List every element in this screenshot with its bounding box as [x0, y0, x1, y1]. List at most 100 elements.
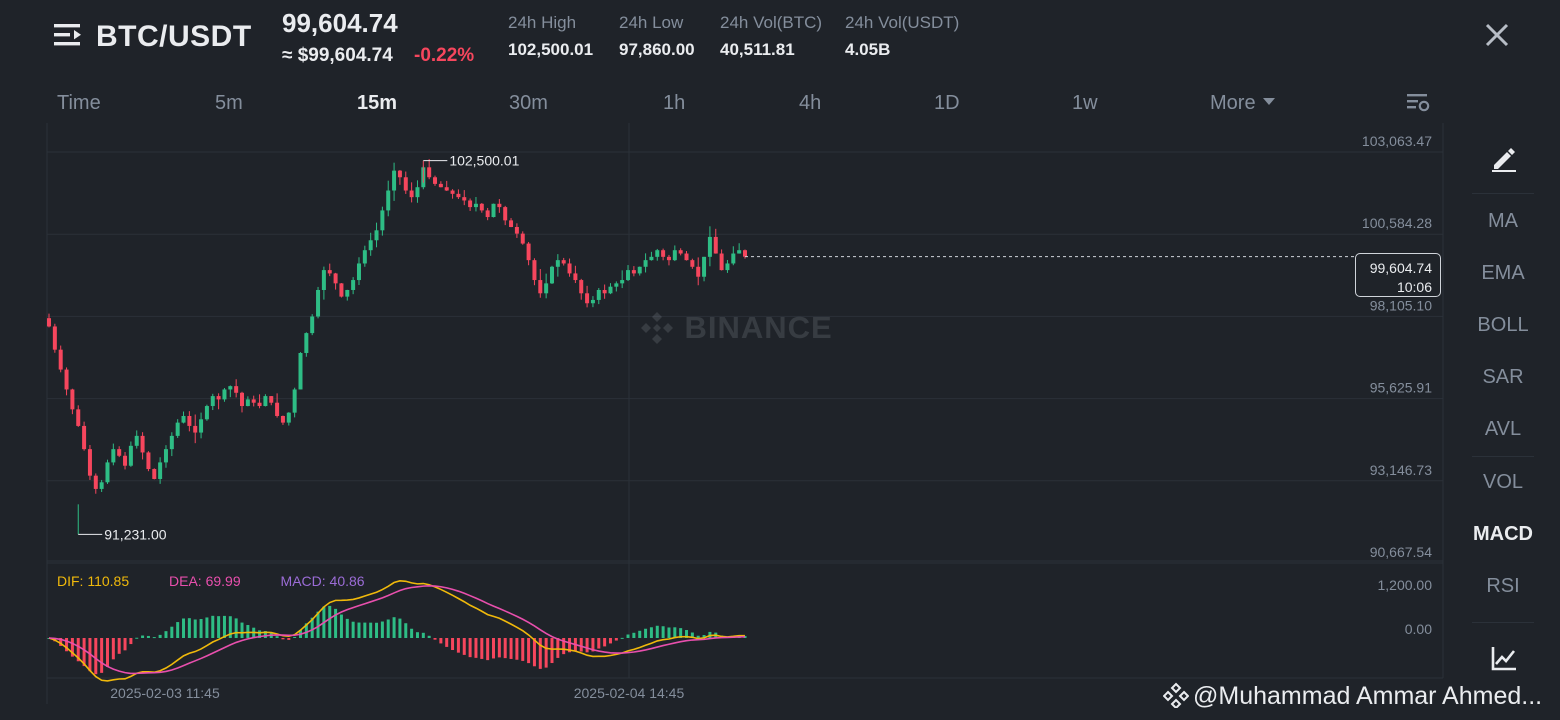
- macd-histogram-bar: [608, 638, 612, 644]
- macd-histogram-bar: [509, 638, 513, 659]
- macd-histogram-bar: [380, 621, 384, 638]
- macd-histogram-bar: [345, 618, 349, 638]
- stat-label: 24h Vol(USDT): [845, 13, 960, 32]
- macd-histogram-bar: [579, 638, 583, 652]
- trading-pair-title[interactable]: BTC/USDT: [96, 20, 252, 53]
- candle-body: [257, 402, 262, 407]
- macd-histogram-bar: [211, 615, 215, 638]
- candle-body: [549, 266, 554, 284]
- timeframe-time[interactable]: Time: [57, 92, 101, 114]
- candle-body: [158, 462, 163, 479]
- timeframe-1h[interactable]: 1h: [663, 92, 686, 114]
- chart-grid: [46, 123, 1444, 704]
- macd-histogram-bar: [164, 631, 168, 638]
- candle-body: [590, 299, 595, 304]
- candle-body: [707, 236, 712, 257]
- timeframe-5m[interactable]: 5m: [215, 92, 243, 114]
- candle-body: [661, 250, 666, 257]
- timeframe-bar: Time 5m 15m 30m 1h 4h 1D 1w More: [0, 84, 1445, 120]
- sidebar-divider: [1472, 622, 1534, 623]
- indicator-avl[interactable]: AVL: [1484, 418, 1522, 440]
- pencil-icon[interactable]: [1490, 145, 1518, 173]
- macd-histogram-bar: [182, 618, 186, 638]
- candle-body: [532, 260, 537, 281]
- sidebar-divider: [1472, 456, 1534, 457]
- last-price: 99,604.74: [282, 8, 398, 38]
- candle-body: [526, 243, 531, 261]
- timeframe-1d[interactable]: 1D: [934, 92, 960, 114]
- macd-histogram-bar: [70, 638, 74, 657]
- candle-body: [70, 389, 75, 410]
- macd-histogram-bar: [515, 638, 519, 660]
- menu-icon[interactable]: [54, 22, 84, 48]
- macd-histogram-bar: [176, 622, 180, 638]
- stat-24h-vol-btc: 24h Vol(BTC) 40,511.81: [720, 13, 822, 60]
- macd-histogram-bar: [702, 635, 706, 638]
- candle-body: [105, 462, 110, 483]
- indicator-rsi[interactable]: RSI: [1486, 575, 1520, 597]
- indicator-vol[interactable]: VOL: [1482, 471, 1524, 493]
- candle-body: [222, 389, 227, 400]
- timeframe-more[interactable]: More: [1210, 92, 1275, 115]
- candle-body: [392, 170, 397, 191]
- macd-histogram-bar: [129, 638, 133, 645]
- candle-body: [743, 250, 747, 257]
- candle-body: [128, 445, 133, 466]
- macd-histogram-bar: [310, 617, 314, 638]
- candle-body: [397, 170, 402, 178]
- candle-body: [737, 250, 742, 254]
- candle-body: [555, 260, 560, 267]
- candle-body: [678, 250, 683, 254]
- macd-histogram-bar: [351, 621, 355, 638]
- indicator-boll[interactable]: BOLL: [1477, 314, 1529, 336]
- candle-body: [602, 289, 607, 294]
- chart-icon[interactable]: [1490, 644, 1518, 672]
- stat-label: 24h Low: [619, 13, 684, 32]
- price-chart[interactable]: 102,500.01 91,231.00 103,063.47 100,584.28…: [0, 120, 1445, 704]
- macd-histogram-bar: [644, 628, 648, 638]
- candle-body: [204, 406, 209, 420]
- macd-histogram-bar: [521, 638, 525, 661]
- macd-histogram-bar: [328, 605, 332, 638]
- indicator-ma[interactable]: MA: [1488, 210, 1518, 232]
- candle-body: [251, 399, 256, 403]
- macd-histogram-bar: [614, 638, 618, 641]
- macd-histogram-bar: [263, 631, 267, 638]
- macd-dea-value: 69.99: [205, 573, 241, 589]
- settings-icon[interactable]: [1405, 89, 1431, 115]
- candle-body: [514, 226, 519, 234]
- macd-histogram-bar: [281, 638, 285, 640]
- macd-histogram-bar: [386, 619, 390, 638]
- indicator-sar[interactable]: SAR: [1482, 366, 1524, 388]
- indicator-macd[interactable]: MACD: [1473, 523, 1533, 545]
- candle-body: [216, 396, 221, 400]
- stat-value: 102,500.01: [508, 40, 594, 59]
- candle-body: [427, 167, 432, 178]
- macd-histogram-bar: [404, 623, 408, 638]
- candle-body: [169, 435, 174, 450]
- macd-tick-label: 1,200.00: [1378, 577, 1433, 593]
- close-icon[interactable]: [1484, 22, 1510, 48]
- timeframe-15m[interactable]: 15m: [357, 92, 398, 114]
- macd-histogram-bar: [275, 636, 279, 638]
- candle-body: [690, 260, 695, 267]
- macd-histogram-bar: [480, 638, 484, 659]
- timeframe-1w[interactable]: 1w: [1072, 92, 1098, 114]
- macd-histogram-bar: [246, 625, 250, 638]
- stat-24h-low: 24h Low 97,860.00: [619, 13, 695, 60]
- macd-histogram-bar: [146, 635, 150, 638]
- timeframe-4h[interactable]: 4h: [799, 92, 822, 114]
- candle-body: [403, 177, 408, 191]
- macd-histogram-bar: [661, 626, 665, 638]
- candle-body: [719, 253, 724, 271]
- indicator-ema[interactable]: EMA: [1481, 262, 1525, 284]
- timeframe-30m[interactable]: 30m: [509, 92, 548, 114]
- macd-histogram-bar: [158, 634, 162, 638]
- macd-histogram-bar: [123, 638, 127, 651]
- candle-body: [485, 210, 490, 218]
- candle-body: [292, 389, 297, 413]
- macd-histogram-bar: [462, 638, 466, 655]
- candle-body: [438, 183, 443, 188]
- candle-body: [620, 280, 625, 284]
- candle-body: [362, 250, 367, 264]
